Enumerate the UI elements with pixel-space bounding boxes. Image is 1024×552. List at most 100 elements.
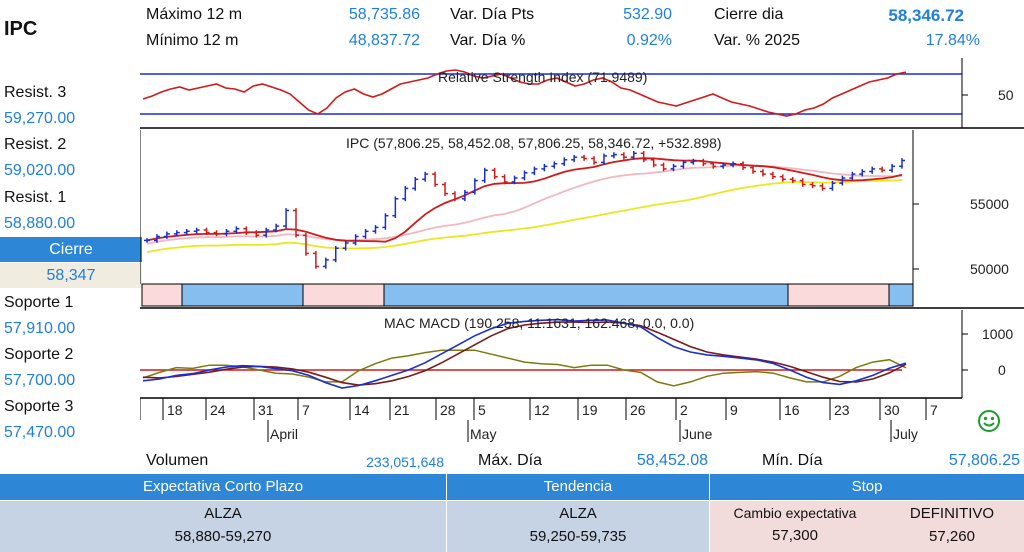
stop-definitivo-value: 57,260 <box>929 528 975 545</box>
price-bar <box>581 154 588 161</box>
price-bar <box>203 227 210 235</box>
rsi-tick-50: 50 <box>998 87 1014 103</box>
price-bar <box>650 157 657 168</box>
price-bar <box>670 163 677 172</box>
stop-cambio-label: Cambio expectativa <box>733 505 857 521</box>
price-bar <box>153 234 160 243</box>
vardia-pts-value: 532.90 <box>623 6 672 23</box>
maxdia-value: 58,452.08 <box>636 452 708 469</box>
resist3-label: Resist. 3 <box>4 84 67 101</box>
price-bar <box>859 169 866 177</box>
resist1-value: 58,880.00 <box>4 215 76 232</box>
smiley-icon[interactable] <box>978 410 1000 432</box>
price-bar <box>789 176 796 183</box>
price-bar <box>352 234 359 246</box>
price-bar <box>481 167 488 183</box>
mindia-label: Mín. Día <box>762 452 823 469</box>
price-bar <box>422 171 429 182</box>
mindia-value: 57,806.25 <box>948 452 1020 469</box>
price-bar <box>501 174 508 185</box>
min12-label: Mínimo 12 m <box>146 32 239 49</box>
price-panel: IPC (57,806.25, 58,452.08, 57,806.25, 58… <box>140 130 1009 284</box>
trend-segment-down <box>302 283 385 307</box>
expectativa-range: 58,880-59,270 <box>174 528 272 545</box>
price-bar <box>451 191 458 202</box>
macd-signal-line <box>142 321 907 386</box>
price-bar <box>442 182 449 196</box>
price-bar <box>223 228 230 237</box>
price-bar <box>809 182 816 189</box>
price-bar <box>561 157 568 167</box>
cierre-label: Cierre <box>0 237 142 262</box>
price-bar <box>839 175 846 186</box>
price-bar <box>630 150 637 160</box>
price-bar <box>531 166 538 176</box>
price-bar <box>700 158 707 167</box>
price-bar <box>541 163 548 172</box>
ticker-symbol: IPC <box>4 18 38 40</box>
price-bar <box>710 161 717 169</box>
tendencia-cell: ALZA 59,250-59,735 <box>447 501 709 552</box>
var2025-value: 17.84% <box>925 32 980 49</box>
price-bar <box>779 174 786 182</box>
price-bar <box>640 150 647 163</box>
price-tick-55000: 55000 <box>970 196 1009 212</box>
price-bar <box>263 227 270 238</box>
price-bar <box>660 162 667 172</box>
price-bar <box>163 231 170 239</box>
trend-segment-up <box>888 283 914 307</box>
date-tick-label: 26 <box>630 402 646 418</box>
month-label: May <box>470 426 496 442</box>
vardia-pts-label: Var. Día Pts <box>450 6 535 23</box>
price-bar <box>819 183 826 191</box>
rsi-panel: Relative Strength Index (71.9489) 50 <box>140 58 1014 128</box>
month-label: June <box>682 426 713 442</box>
date-tick-label: 7 <box>302 402 310 418</box>
cierre-dia-value: 58,346.72 <box>888 6 964 25</box>
macd-panel: MAC MACD (190.258, 11.1631, 162.468, 0.0… <box>140 310 1013 398</box>
trend-segment-down <box>141 283 183 307</box>
maxdia-label: Máx. Día <box>478 452 543 469</box>
soporte3-label: Soporte 3 <box>4 398 74 415</box>
volumen-value: 233,051,648 <box>366 454 444 470</box>
price-bar <box>243 226 250 235</box>
min12-value: 48,837.72 <box>348 32 420 49</box>
cierre-value: 58,347 <box>0 263 142 288</box>
date-tick-label: 16 <box>784 402 800 418</box>
price-bar <box>402 186 409 202</box>
trend-segment-up <box>383 283 789 307</box>
price-bar <box>511 175 518 185</box>
price-bar <box>829 180 836 191</box>
price-bar <box>461 189 468 202</box>
vardia-pct-value: 0.92% <box>626 32 672 49</box>
price-bar <box>571 154 578 163</box>
date-tick-label: 30 <box>884 402 900 418</box>
date-tick-label: 21 <box>394 402 410 418</box>
volumen-label: Volumen <box>146 452 209 469</box>
price-bar <box>173 230 180 237</box>
macd-line <box>142 318 907 389</box>
macd-tick-1000: 1000 <box>982 326 1013 342</box>
price-bar <box>372 225 379 234</box>
date-tick-label: 28 <box>440 402 456 418</box>
price-title: IPC (57,806.25, 58,452.08, 57,806.25, 58… <box>346 135 722 151</box>
price-bar <box>283 208 290 229</box>
cierre-dia-label: Cierre dia <box>714 6 784 23</box>
ma-long-line <box>146 179 903 253</box>
price-bar <box>471 178 478 195</box>
price-bar <box>233 226 240 234</box>
soporte3-value: 57,470.00 <box>4 424 76 441</box>
stop-cambio-value: 57,300 <box>772 527 818 544</box>
soporte2-label: Soporte 2 <box>4 346 74 363</box>
macd-histogram-line <box>142 349 907 387</box>
vardia-pct-label: Var. Día % <box>450 32 526 49</box>
price-bar <box>759 169 766 177</box>
price-bar <box>412 176 419 191</box>
date-tick-label: 18 <box>167 402 183 418</box>
price-bar <box>690 158 697 165</box>
price-bar <box>273 223 280 233</box>
ma-medium-line <box>146 164 903 245</box>
price-bar <box>799 178 806 187</box>
price-bar <box>680 160 687 169</box>
